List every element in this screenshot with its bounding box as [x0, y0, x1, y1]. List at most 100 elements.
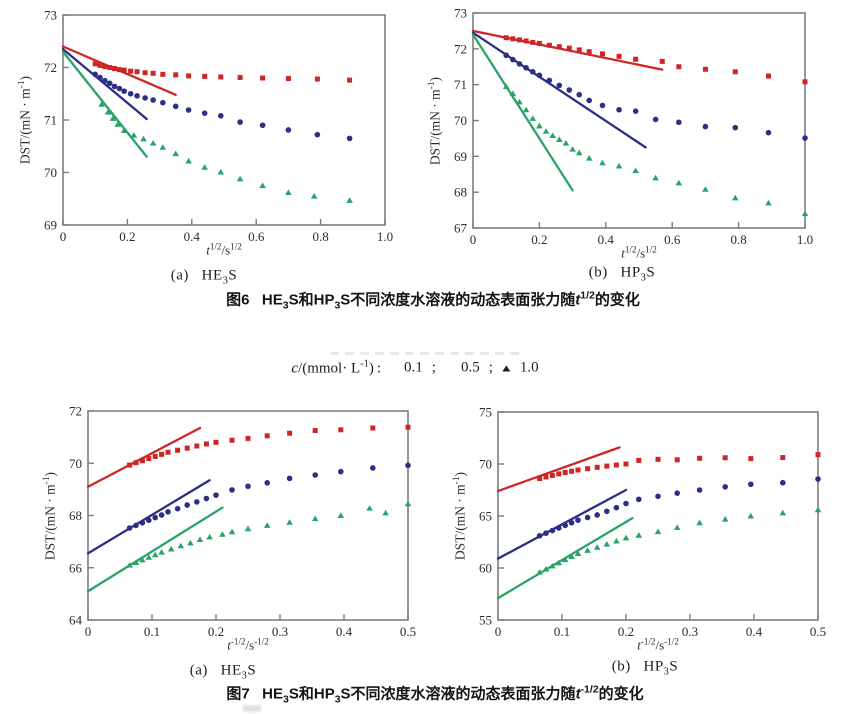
y-tick-label: 72 [454, 41, 467, 56]
fit-line-0.1 [496, 446, 621, 493]
y-tick-label: 71 [454, 77, 467, 92]
series-0.1-markers [537, 452, 821, 482]
x-axis-label: t-1/2/s-1/2 [637, 636, 679, 653]
x-tick-label: 0.2 [618, 624, 634, 639]
x-tick-label: 0.6 [248, 229, 265, 244]
y-tick-label: 70 [454, 113, 467, 128]
y-tick-label: 73 [454, 6, 467, 21]
plot-canvas-fig6a: 0 0.2 0.4 0.6 0.8 1.0 69 70 71 72 73 [44, 8, 393, 245]
fig6-caption: 图6 HE3S和HP3S不同浓度水溶液的动态表面张力随t1/2的变化 [226, 289, 640, 312]
x-tick-label: 0 [495, 624, 502, 639]
fit-line-0.5 [496, 488, 628, 560]
legend-title: c/(mmol· L-1) : [291, 358, 382, 377]
y-tick-label: 72 [44, 60, 57, 75]
y-tick-label: 55 [479, 613, 492, 628]
axis-ticks: 0 0.1 0.2 0.3 0.4 0.5 64 66 68 70 72 [69, 404, 416, 640]
y-tick-label: 70 [479, 457, 492, 472]
x-tick-label: 1.0 [797, 232, 813, 247]
y-tick-label: 65 [479, 509, 492, 524]
fit-line-0.1 [86, 426, 202, 488]
axis-ticks: 0 0.1 0.2 0.3 0.4 0.5 55 60 65 70 75 [479, 405, 826, 640]
series-0.5-markers [536, 476, 821, 539]
subplot-fig6a-he3s: 0 0.2 0.4 0.6 0.8 1.0 69 70 71 72 73 DST/(mN · m-1… [0, 0, 420, 262]
y-axis-label: DST/(mN · m-1) [451, 471, 468, 561]
legend-triangle-marker-icon [501, 365, 510, 371]
y-tick-label: 70 [69, 456, 82, 471]
subplot-fig6b-hp3s: 0 0.2 0.4 0.6 0.8 1.0 67 68 69 70 71 72 73 DST/(mN ·… [420, 0, 843, 262]
x-tick-label: 0.1 [554, 624, 570, 639]
x-tick-label: 0.8 [312, 229, 328, 244]
series-0.1-markers [92, 61, 353, 83]
y-tick-label: 69 [44, 218, 57, 233]
legend-square-marker-icon [388, 365, 394, 371]
fig7-panel-a-label: (a) HE3S [189, 662, 257, 682]
x-tick-label: 0.2 [119, 229, 135, 244]
x-tick-label: 0.3 [272, 624, 288, 639]
series-0.1-markers [127, 424, 411, 468]
legend-separator: ; [431, 359, 436, 376]
x-tick-label: 0.3 [682, 624, 698, 639]
y-axis-label: DST/(mN · m-1) [426, 76, 443, 165]
x-tick-label: 0.4 [598, 232, 615, 247]
x-tick-label: 0.1 [144, 624, 160, 639]
y-tick-label: 69 [454, 149, 467, 164]
series-0.5-markers [126, 462, 411, 531]
series-0.1-markers [503, 35, 808, 85]
fit-line-1.0 [61, 50, 148, 158]
x-tick-label: 0.4 [746, 624, 763, 639]
y-axis-label: DST/(mN · m-1) [16, 75, 33, 165]
y-tick-label: 72 [69, 404, 82, 419]
legend-value: 0.1 [404, 359, 423, 376]
y-tick-label: 60 [479, 561, 492, 576]
fig7-caption: 图7 HE3S和HP3S不同浓度水溶液的动态表面张力随t-1/2的变化 [226, 683, 644, 706]
x-tick-label: 0.4 [184, 229, 201, 244]
fit-line-0.5 [61, 47, 148, 121]
legend-value: 0.5 [460, 359, 480, 376]
fit-line-0.5 [86, 479, 211, 555]
x-axis-label: t-1/2/s-1/2 [227, 636, 269, 653]
axis-ticks: 0 0.2 0.4 0.6 0.8 1.0 67 68 69 70 71 72 73 [454, 6, 813, 248]
x-axis-label: t1/2/s1/2 [206, 241, 242, 258]
x-tick-label: 0.5 [810, 624, 826, 639]
fit-line-0.5 [471, 31, 647, 149]
subplot-fig7a-he3s: 0 0.1 0.2 0.3 0.4 0.5 64 66 68 70 72 DST/(mN · m-1… [20, 390, 420, 658]
x-tick-label: 0.2 [208, 624, 224, 639]
series-0.5-markers [503, 52, 808, 141]
legend-value: 1.0 [519, 359, 539, 376]
x-tick-label: 0 [470, 232, 477, 247]
series-1.0-markers [126, 500, 412, 568]
axis-ticks: 0 0.2 0.4 0.6 0.8 1.0 69 70 71 72 73 [44, 8, 393, 245]
y-tick-label: 66 [69, 560, 83, 575]
subplot-fig7b-hp3s: 0 0.1 0.2 0.3 0.4 0.5 55 60 65 70 75 DST/(mN · m-1… [430, 390, 830, 658]
x-tick-label: 0.5 [400, 624, 416, 639]
concentration-legend: c/(mmol· L-1) : 0.1 ; 0.5 ; 1.0 [291, 359, 538, 378]
x-tick-label: 0.6 [664, 232, 681, 247]
y-tick-label: 64 [69, 613, 83, 628]
series-0.5-markers [92, 71, 353, 142]
plot-frame [472, 12, 806, 229]
x-tick-label: 0.2 [531, 232, 547, 247]
x-tick-label: 0 [85, 624, 92, 639]
y-tick-label: 67 [454, 221, 468, 236]
y-tick-label: 68 [454, 185, 467, 200]
fit-line-1.0 [86, 506, 224, 593]
x-tick-label: 1.0 [377, 229, 393, 244]
series-1.0-markers [536, 506, 822, 575]
plot-canvas-fig6b: 0 0.2 0.4 0.6 0.8 1.0 67 68 69 70 71 72 73 [454, 6, 813, 248]
x-axis-label: t1/2/s1/2 [621, 244, 657, 261]
plot-frame [497, 411, 819, 621]
y-tick-label: 70 [44, 165, 57, 180]
legend-circle-marker-icon [445, 365, 451, 371]
plot-canvas-fig7a: 0 0.1 0.2 0.3 0.4 0.5 64 66 68 70 72 [69, 404, 416, 640]
scan-artifact [330, 352, 520, 355]
fit-line-1.0 [471, 33, 574, 192]
plot-canvas-fig7b: 0 0.1 0.2 0.3 0.4 0.5 55 60 65 70 75 [479, 405, 826, 640]
y-tick-label: 71 [44, 113, 57, 128]
y-axis-label: DST/(mN · m-1) [41, 471, 58, 560]
x-tick-label: 0 [60, 229, 67, 244]
legend-separator: ; [488, 359, 493, 376]
series-1.0-markers [98, 101, 353, 203]
series-1.0-markers [502, 83, 809, 217]
fig6-panel-a-label: (a) HE3S [170, 267, 238, 287]
